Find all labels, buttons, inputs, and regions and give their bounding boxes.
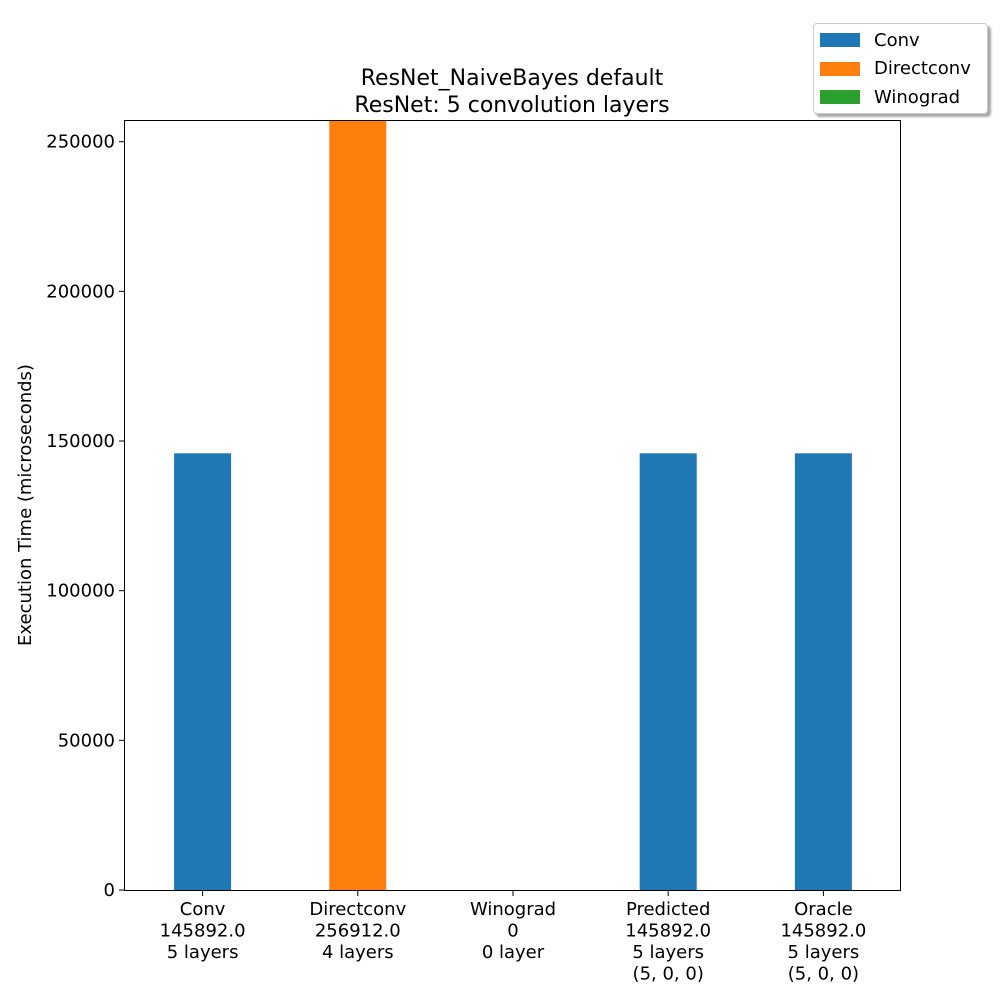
x-tick-label: Conv 145892.0 5 layers [160, 899, 246, 963]
x-tick-label: Winograd 0 0 layer [470, 899, 556, 963]
bars-group [174, 121, 852, 890]
y-tick-label: 50000 [58, 730, 115, 751]
legend-item-directconv: Directconv [820, 58, 971, 80]
chart-subtitle: ResNet: 5 convolution layers [354, 93, 669, 118]
legend-item-winograd: Winograd [820, 86, 960, 108]
y-tick-label: 250000 [46, 132, 115, 153]
plot-frame [124, 120, 901, 891]
legend-swatch [820, 90, 860, 104]
bar-conv [174, 453, 232, 890]
bar-predicted [639, 453, 697, 890]
bar-directconv [329, 121, 387, 890]
legend-label: Conv [874, 29, 920, 51]
legend-label: Winograd [874, 86, 961, 108]
legend-swatch [820, 61, 860, 76]
y-tick-label: 0 [104, 880, 115, 901]
x-tick-label: Directconv 256912.0 4 layers [309, 899, 406, 963]
legend: Conv Directconv Winograd [813, 23, 988, 114]
y-tick-label: 200000 [46, 281, 115, 302]
chart-title: ResNet_NaiveBayes default [361, 66, 664, 91]
y-tick-label: 100000 [46, 581, 115, 602]
y-axis: 0 50000 100000 150000 200000 250000 [46, 132, 125, 901]
x-axis: Conv 145892.0 5 layers Directconv 256912.0 4 … [160, 890, 866, 985]
legend-label: Directconv [874, 58, 971, 79]
bar-oracle [794, 453, 852, 890]
y-axis-label: Execution Time (microseconds) [15, 364, 36, 646]
y-tick-label: 150000 [46, 431, 115, 452]
legend-item-conv: Conv [820, 29, 920, 51]
x-tick-label: Predicted 145892.0 5 layers (5, 0, 0) [625, 899, 711, 985]
x-tick-label: Oracle 145892.0 5 layers (5, 0, 0) [780, 899, 866, 985]
legend-swatch [820, 33, 860, 47]
